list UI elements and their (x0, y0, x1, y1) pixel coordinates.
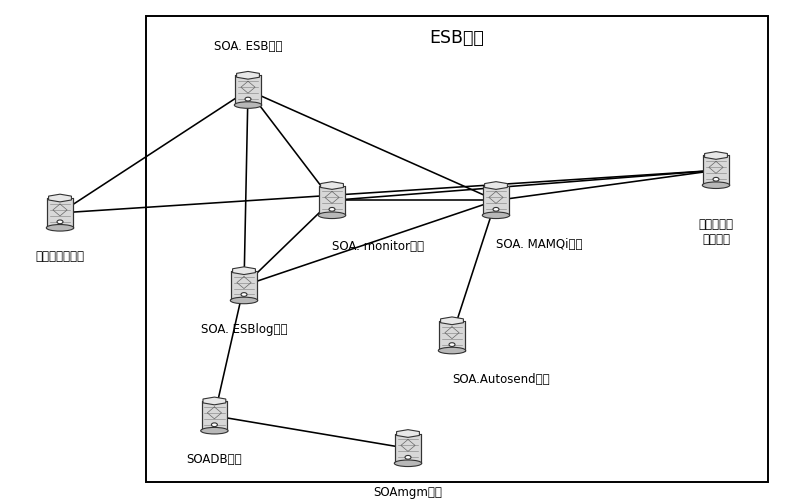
FancyBboxPatch shape (235, 75, 261, 105)
FancyBboxPatch shape (483, 185, 509, 215)
FancyBboxPatch shape (703, 155, 729, 185)
Circle shape (449, 343, 455, 347)
Circle shape (245, 97, 251, 101)
Polygon shape (233, 267, 255, 275)
Ellipse shape (318, 212, 346, 218)
Polygon shape (397, 430, 419, 437)
Text: SOA.Autosend设备: SOA.Autosend设备 (452, 373, 550, 386)
Ellipse shape (438, 347, 466, 354)
Circle shape (493, 207, 499, 211)
Ellipse shape (482, 212, 510, 218)
Text: SOA. MAMQi设备: SOA. MAMQi设备 (496, 238, 582, 251)
Circle shape (211, 423, 218, 427)
Polygon shape (485, 182, 507, 189)
Polygon shape (203, 397, 226, 405)
Circle shape (329, 207, 335, 211)
Text: SOA. ESB设备: SOA. ESB设备 (214, 40, 282, 53)
Ellipse shape (702, 182, 730, 188)
FancyBboxPatch shape (395, 433, 421, 463)
Text: 服务消费者设备: 服务消费者设备 (35, 250, 85, 264)
Circle shape (241, 293, 247, 297)
Circle shape (405, 455, 411, 459)
FancyBboxPatch shape (439, 321, 465, 351)
Ellipse shape (234, 102, 262, 108)
Text: 服务服务提
供者设备: 服务服务提 供者设备 (698, 218, 734, 246)
Ellipse shape (230, 297, 258, 304)
Ellipse shape (201, 427, 228, 434)
FancyBboxPatch shape (231, 271, 257, 301)
Circle shape (57, 220, 63, 224)
Text: SOA. monitor设备: SOA. monitor设备 (332, 240, 424, 254)
FancyBboxPatch shape (319, 185, 345, 215)
FancyBboxPatch shape (47, 198, 73, 228)
FancyBboxPatch shape (202, 401, 227, 431)
Text: SOA. ESBlog设备: SOA. ESBlog设备 (201, 323, 287, 336)
Polygon shape (705, 152, 727, 159)
Text: ESB平台: ESB平台 (430, 29, 484, 47)
Ellipse shape (46, 224, 74, 231)
Polygon shape (321, 182, 343, 189)
Ellipse shape (394, 460, 422, 466)
Bar (146, 16, 768, 482)
Polygon shape (441, 317, 463, 325)
Text: SOADB设备: SOADB设备 (186, 453, 242, 466)
Polygon shape (49, 194, 71, 202)
Circle shape (713, 177, 719, 181)
Polygon shape (237, 72, 259, 79)
Text: SOAmgm设备: SOAmgm设备 (374, 486, 442, 499)
